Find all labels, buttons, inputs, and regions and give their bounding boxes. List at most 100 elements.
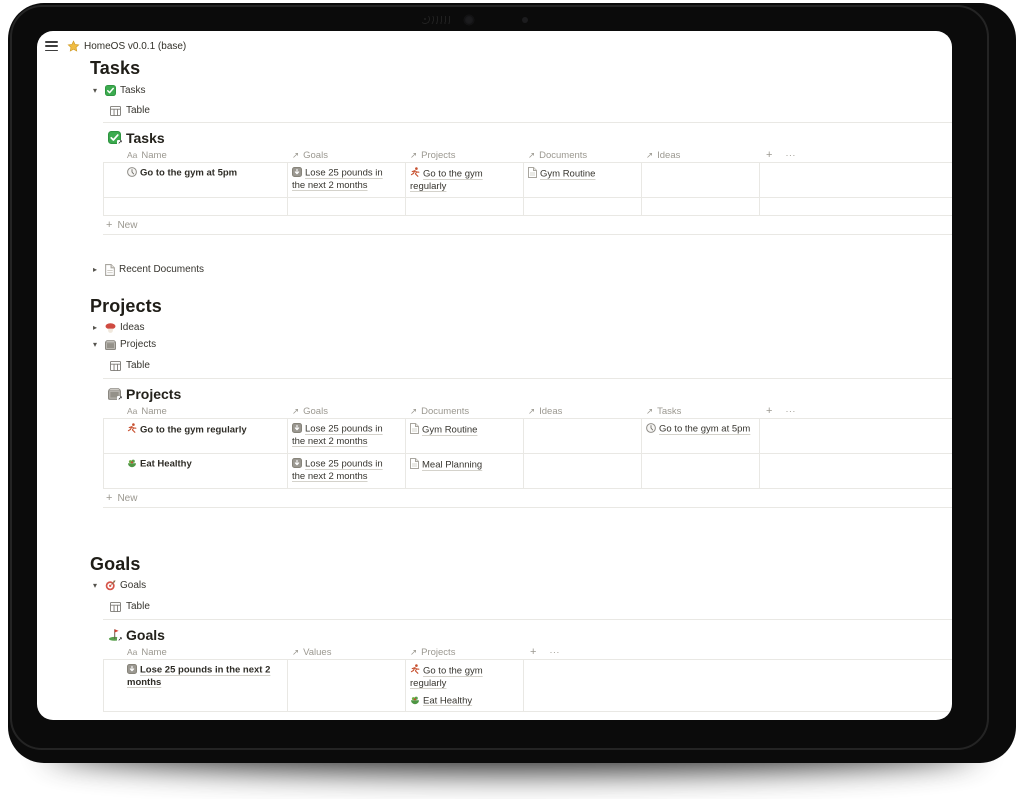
cell-project-ideas-empty[interactable] [523, 454, 641, 488]
relation-arrow-icon: ↗ [646, 405, 654, 416]
column-header-documents[interactable]: ↗ Documents [528, 149, 588, 161]
sensor-dot-icon [522, 17, 528, 23]
column-header-values[interactable]: ↗ Values [292, 646, 332, 658]
chevron-down-icon[interactable]: ▾ [93, 581, 98, 590]
cell-empty[interactable] [523, 198, 641, 215]
table-header-tools: + ··· [759, 404, 952, 418]
page-icon [410, 458, 419, 469]
toggle-ideas-database[interactable]: ▸ Ideas [93, 321, 952, 334]
table-row-empty [103, 198, 952, 216]
cell-project-tasks-empty[interactable] [641, 454, 759, 488]
table-options-button[interactable]: ··· [785, 406, 796, 416]
column-header-name[interactable]: Aa Name [127, 405, 167, 417]
goals-database-title[interactable]: ↗ Goals [108, 626, 952, 643]
divider [103, 122, 952, 123]
cell-project-goals[interactable]: Lose 25 pounds in the next 2 months [287, 454, 405, 488]
cell-task-projects[interactable]: Go to the gym regularly [405, 163, 523, 197]
cell-task-ideas-empty[interactable] [641, 163, 759, 197]
relation-arrow-icon: ↗ [528, 149, 536, 160]
linked-database-arrow-icon: ↗ [117, 637, 123, 643]
toggle-recent-documents[interactable]: ▸ Recent Documents [93, 263, 952, 276]
view-tab-label: Table [126, 105, 150, 116]
clock-icon [127, 167, 137, 177]
view-tab-label: Table [126, 360, 150, 371]
chevron-down-icon[interactable]: ▾ [93, 86, 98, 95]
breadcrumb-page-title[interactable]: HomeOS v0.0.1 (base) [84, 40, 187, 52]
cell-empty[interactable] [641, 198, 759, 215]
table-row: Go to the gym regularly Lose 25 pounds i… [103, 419, 952, 454]
column-header-tasks[interactable]: ↗ Tasks [646, 405, 682, 417]
linked-database-arrow-icon: ↗ [117, 395, 123, 402]
tasks-database-title[interactable]: ↗ Tasks [108, 129, 952, 146]
column-header-ideas[interactable]: ↗ Ideas [528, 405, 563, 417]
cell-project-documents[interactable]: Meal Planning [405, 454, 523, 488]
column-header-projects[interactable]: ↗ Projects [410, 149, 456, 161]
column-header-documents[interactable]: ↗ Documents [410, 405, 470, 417]
cell-trailing [759, 454, 952, 488]
cell-task-goals[interactable]: Lose 25 pounds in the next 2 months [287, 163, 405, 197]
cell-goal-values-empty[interactable] [287, 660, 405, 711]
cell-project-name[interactable]: Eat Healthy [103, 454, 287, 488]
view-tab-table-goals[interactable]: Table [110, 600, 952, 613]
table-row: Eat Healthy Lose 25 pounds in the next 2… [103, 454, 952, 489]
table-options-button[interactable]: ··· [785, 150, 796, 160]
cell-goal-name[interactable]: Lose 25 pounds in the next 2 months [103, 660, 287, 711]
new-row-button[interactable]: + New [103, 216, 952, 235]
add-column-button[interactable]: + [530, 646, 537, 658]
golf-flag-linked-icon: ↗ [108, 628, 123, 643]
toggle-projects-database[interactable]: ▾ Projects [93, 338, 952, 351]
cell-empty[interactable] [103, 198, 287, 215]
toggle-tasks-database[interactable]: ▾ Tasks [93, 84, 952, 97]
table-header-tools: + ··· [523, 645, 952, 659]
table-grid-icon [110, 105, 121, 116]
view-tab-table-tasks[interactable]: Table [110, 104, 952, 117]
view-tab-table-projects[interactable]: Table [110, 359, 952, 372]
add-column-button[interactable]: + [766, 405, 773, 417]
weight-scale-icon [127, 664, 137, 674]
cell-trailing [759, 163, 952, 197]
goals-database: ↗ Goals Aa Name ↗ Values ↗ Projects + ··· [103, 626, 952, 712]
column-header-goals[interactable]: ↗ Goals [292, 405, 328, 417]
cell-task-name[interactable]: Go to the gym at 5pm [103, 163, 287, 197]
column-header-name[interactable]: Aa Name [127, 149, 167, 161]
table-header-tools: + ··· [759, 148, 952, 162]
runner-icon [127, 423, 137, 434]
cell-goal-projects[interactable]: Go to the gym regularly Eat Healthy [405, 660, 523, 711]
column-header-goals[interactable]: ↗ Goals [292, 149, 328, 161]
cell-empty[interactable] [405, 198, 523, 215]
column-header-ideas[interactable]: ↗ Ideas [646, 149, 681, 161]
column-header-projects[interactable]: ↗ Projects [410, 646, 456, 658]
storage-box-icon [105, 339, 116, 350]
chevron-right-icon[interactable]: ▸ [93, 265, 98, 274]
salad-icon [127, 458, 137, 468]
chevron-right-icon[interactable]: ▸ [93, 323, 98, 332]
add-column-button[interactable]: + [766, 149, 773, 161]
goals-table-header: Aa Name ↗ Values ↗ Projects + ··· [103, 645, 952, 660]
relation-chip[interactable]: Eat Healthy [410, 695, 516, 708]
dart-target-icon [105, 580, 116, 591]
chevron-down-icon[interactable]: ▾ [93, 340, 98, 349]
cell-project-documents[interactable]: Gym Routine [405, 419, 523, 453]
new-row-button[interactable]: + New [103, 489, 952, 508]
mushroom-icon [105, 322, 116, 333]
plus-icon: + [106, 492, 113, 504]
column-header-name[interactable]: Aa Name [127, 646, 167, 658]
divider [103, 378, 952, 379]
cell-project-tasks[interactable]: Go to the gym at 5pm [641, 419, 759, 453]
cell-project-ideas-empty[interactable] [523, 419, 641, 453]
relation-arrow-icon: ↗ [292, 149, 300, 160]
cell-project-name[interactable]: Go to the gym regularly [103, 419, 287, 453]
toggle-goals-database[interactable]: ▾ Goals [93, 579, 952, 592]
text-type-icon: Aa [127, 647, 138, 657]
cell-empty[interactable] [287, 198, 405, 215]
projects-database-title[interactable]: ↗ Projects [108, 385, 952, 402]
cell-task-documents[interactable]: Gym Routine [523, 163, 641, 197]
page-icon [410, 423, 419, 434]
toggle-label: Projects [120, 339, 157, 350]
relation-chip[interactable]: Go to the gym regularly [410, 664, 483, 689]
table-row: Lose 25 pounds in the next 2 months Go t… [103, 660, 952, 712]
menu-icon[interactable] [45, 41, 58, 51]
table-options-button[interactable]: ··· [549, 647, 560, 657]
cell-project-goals[interactable]: Lose 25 pounds in the next 2 months [287, 419, 405, 453]
